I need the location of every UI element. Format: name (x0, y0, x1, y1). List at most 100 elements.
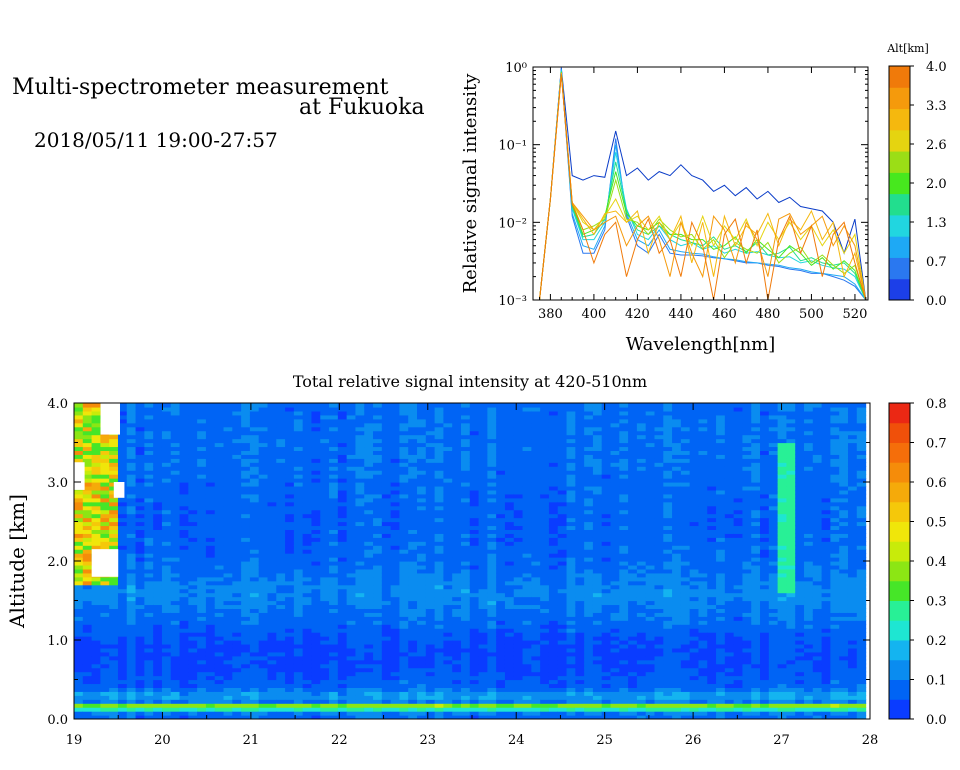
heatmap-cell (417, 403, 427, 408)
heatmap-cell (487, 414, 497, 420)
heatmap-cell (153, 608, 163, 613)
heatmap-cell (548, 501, 559, 507)
heatmap-cell (364, 553, 374, 558)
heatmap-cell (249, 683, 260, 688)
heatmap-cell (197, 695, 207, 700)
heatmap-cell (117, 478, 128, 483)
heatmap-cell (170, 521, 181, 527)
heatmap-cell (443, 628, 453, 633)
heatmap-cell (557, 406, 568, 412)
heatmap-cell (153, 647, 163, 653)
heatmap-cell (126, 458, 137, 463)
heatmap-cell (135, 643, 145, 649)
heatmap-cell (205, 667, 216, 673)
heatmap-cell (249, 478, 260, 483)
heatmap-cell (170, 561, 181, 566)
heatmap-cell (302, 454, 313, 459)
heatmap-cell (513, 501, 524, 507)
heatmap-cell (566, 501, 576, 507)
heatmap-cell (469, 466, 480, 471)
heatmap-cell (504, 683, 515, 688)
heatmap-cell (540, 643, 550, 649)
heatmap-cell (443, 482, 453, 487)
heatmap-cell (74, 580, 84, 586)
heatmap-cell (575, 509, 585, 515)
heatmap-cell (302, 410, 313, 416)
heatmap-cell (390, 509, 401, 515)
heatmap-cell (232, 513, 242, 519)
heatmap-cell (179, 596, 189, 602)
heatmap-cell (293, 651, 304, 657)
heatmap-cell (592, 584, 603, 590)
heatmap-cell (522, 426, 532, 432)
heatmap-cell (135, 671, 145, 677)
heatmap-cell (258, 659, 269, 665)
heatmap-cell (214, 604, 225, 609)
heatmap-cell (74, 426, 84, 432)
heatmap-cell (408, 651, 418, 657)
heatmap-cell (337, 458, 348, 463)
heatmap-cell (285, 628, 295, 633)
heatmap-cell (135, 422, 145, 428)
heatmap-cell (460, 675, 471, 681)
heatmap-cell (205, 478, 216, 483)
heatmap-cell (575, 659, 585, 665)
heatmap-cell (135, 679, 145, 685)
heatmap-cell (399, 462, 409, 467)
heatmap-cell (161, 450, 172, 455)
heatmap-cell (126, 474, 137, 479)
heatmap-cell (337, 422, 348, 428)
heatmap-cell (504, 620, 515, 625)
heatmap-cell (223, 454, 233, 459)
heatmap-cell (443, 470, 453, 475)
heatmap-cell (258, 541, 269, 546)
heatmap-cell (346, 406, 357, 412)
heatmap-cell (408, 434, 418, 440)
heatmap-cell (91, 545, 101, 550)
heatmap-cell (408, 620, 418, 625)
heatmap-cell (496, 683, 506, 688)
heatmap-cell (592, 497, 603, 503)
heatmap-cell (548, 683, 559, 688)
heatmap-cell (179, 683, 189, 688)
heatmap-cell (592, 501, 603, 507)
heatmap-cell (302, 628, 313, 633)
heatmap-cell (434, 458, 445, 463)
heatmap-cell (390, 636, 401, 641)
heatmap-cell (223, 584, 233, 590)
heatmap-cell (197, 568, 207, 574)
heatmap-cell (452, 521, 462, 527)
heatmap-cell (337, 604, 348, 609)
heatmap-cell (117, 628, 128, 633)
heatmap-cell (91, 616, 101, 621)
heatmap-cell (223, 497, 233, 503)
heatmap-cell (417, 671, 427, 677)
heatmap-cell (91, 458, 101, 463)
heatmap-cell (548, 576, 559, 582)
heatmap-cell (293, 501, 304, 507)
heatmap-cell (417, 584, 427, 590)
heatmap-cell (320, 572, 330, 578)
heatmap-cell (496, 671, 506, 677)
heatmap-cell (179, 493, 189, 499)
heatmap-cell (188, 608, 198, 613)
heatmap-cell (241, 470, 251, 475)
heatmap-cell (557, 529, 568, 534)
heatmap-cell (329, 462, 339, 467)
heatmap-cell (460, 687, 471, 692)
spectrum-panel: 380 400 420 440 460 480 500 52010⁰10⁻¹10⁻²10⁻³W… (460, 42, 947, 355)
heatmap-cell (144, 572, 154, 578)
heatmap-cell (241, 675, 251, 681)
heatmap-cell (293, 596, 304, 602)
heatmap-cell (601, 699, 612, 704)
heatmap-cell (285, 679, 295, 685)
heatmap-cell (232, 683, 242, 688)
heatmap-cell (170, 470, 181, 475)
heatmap-cell (381, 604, 392, 609)
heatmap-cell (504, 493, 515, 499)
heatmap-cell (373, 403, 383, 408)
heatmap-cell (82, 430, 93, 436)
heatmap-cell (531, 624, 541, 629)
heatmap-cell (302, 620, 313, 625)
heatmap-cell (293, 434, 304, 440)
